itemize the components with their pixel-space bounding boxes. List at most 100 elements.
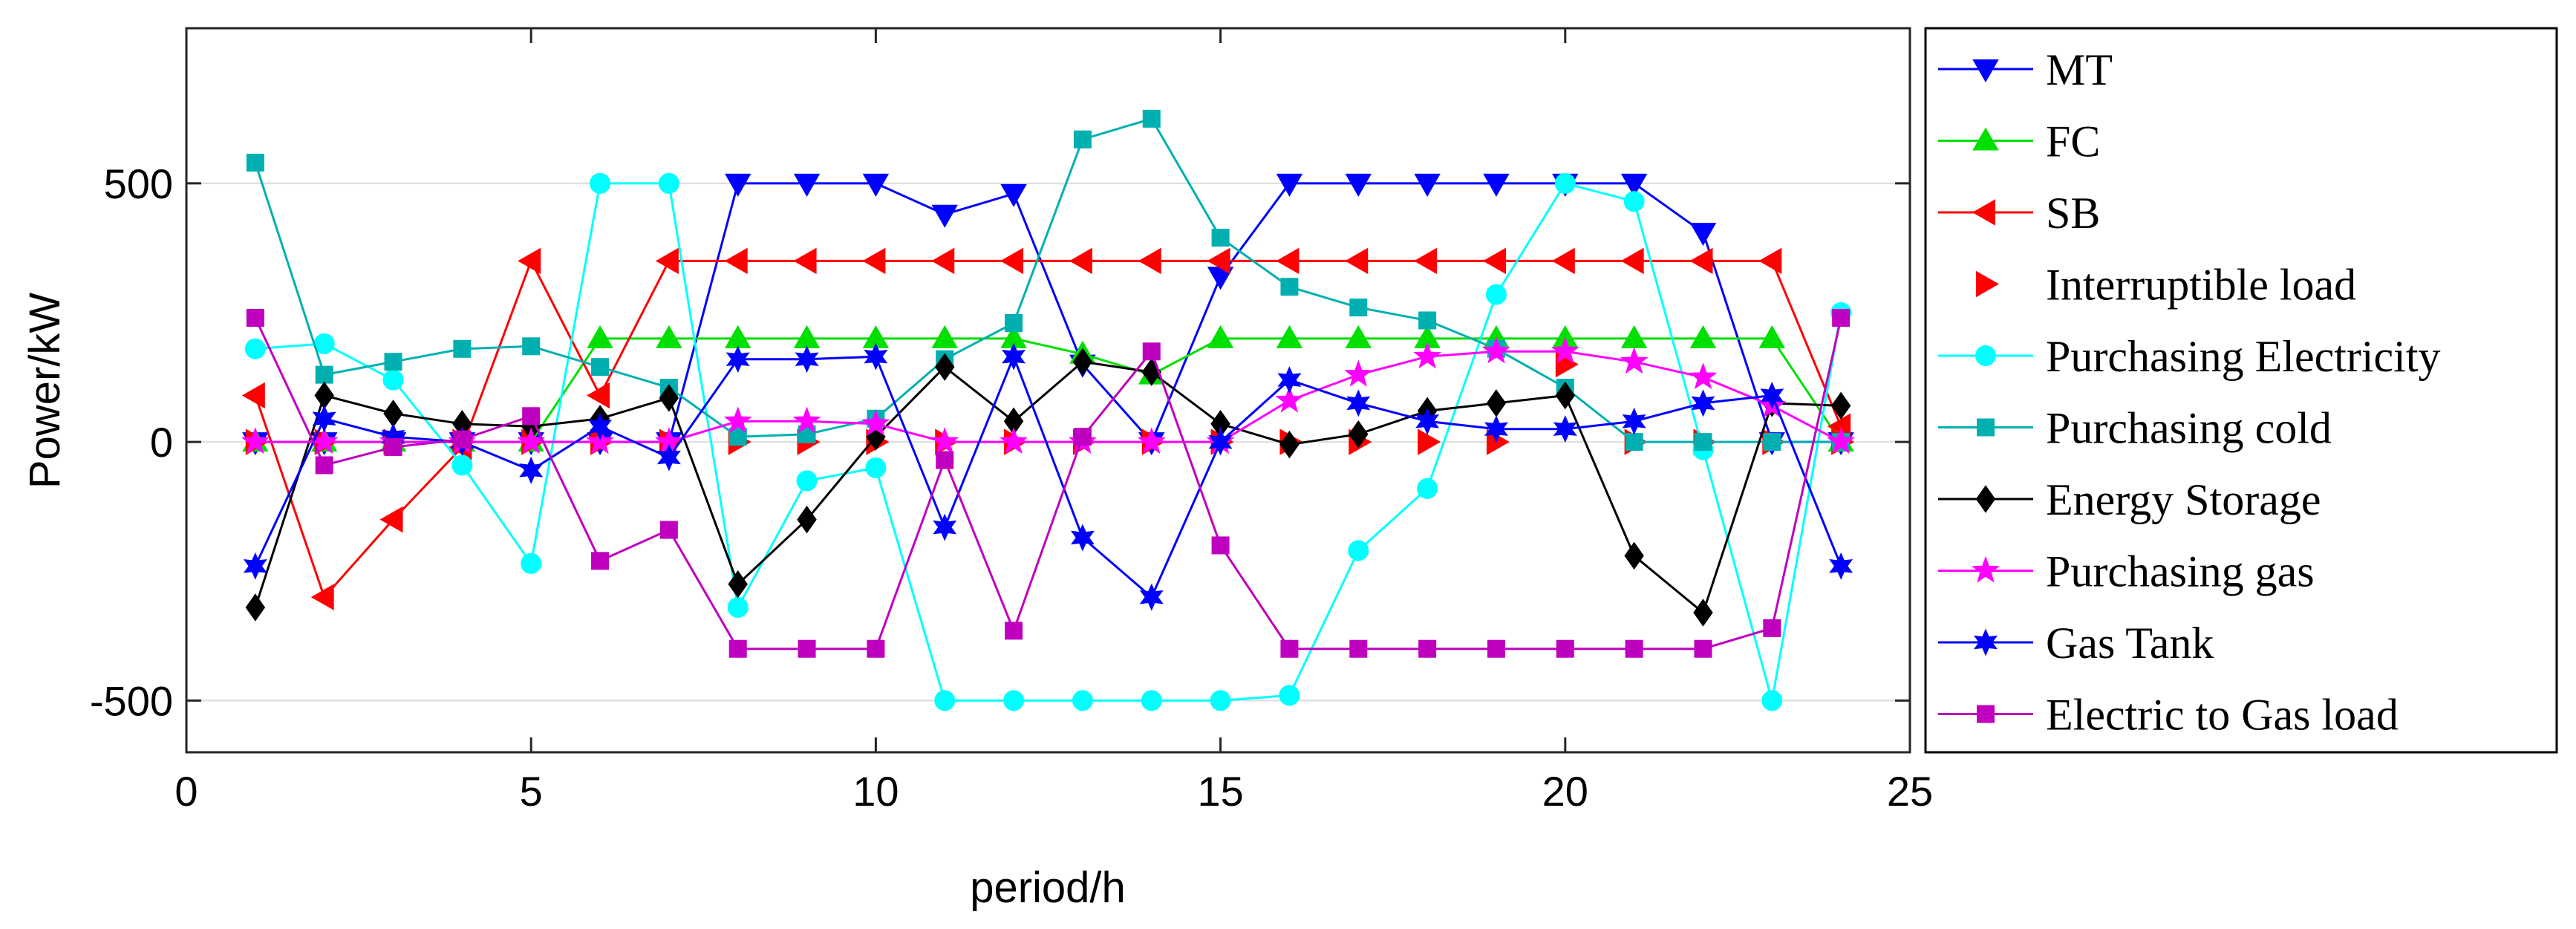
data-point-purchasing-electricity [934, 690, 956, 711]
series-purchasing-gas [241, 336, 1856, 454]
data-point-mt [1414, 173, 1441, 197]
data-point-electric-to-gas-load [591, 552, 610, 570]
data-point-electric-to-gas-load [315, 456, 333, 475]
data-point-purchasing-electricity [1279, 685, 1300, 706]
data-point-electric-to-gas-load [1418, 639, 1437, 658]
data-point-mt [1483, 173, 1510, 197]
legend-label: Electric to Gas load [2046, 691, 2399, 740]
data-point-gas-tank [1691, 389, 1715, 417]
data-point-sb [1000, 247, 1024, 275]
legend-item-fc: FC [1938, 117, 2100, 166]
data-point-sb [724, 247, 748, 275]
data-point-purchasing-cold [1280, 278, 1299, 296]
data-point-sb [241, 382, 265, 409]
legend-label: Purchasing gas [2046, 547, 2315, 596]
data-point-fc [724, 325, 751, 348]
y-tick-label: -500 [90, 677, 173, 724]
data-point-energy-storage [1072, 348, 1093, 376]
data-point-gas-tank [588, 412, 613, 440]
legend-marker [1972, 59, 1999, 83]
data-point-energy-storage [1830, 391, 1851, 420]
series-layer [241, 109, 1856, 711]
series-gas-tank [243, 342, 1853, 611]
data-point-purchasing-gas [1413, 342, 1442, 369]
data-point-sb [1414, 247, 1438, 275]
data-point-electric-to-gas-load [659, 521, 678, 539]
legend-label: Purchasing Electricity [2046, 332, 2441, 381]
legend-item-mt: MT [1938, 45, 2113, 94]
data-point-electric-to-gas-load [1487, 639, 1505, 658]
data-point-purchasing-gas [1827, 427, 1856, 454]
data-point-purchasing-cold [1694, 433, 1712, 452]
legend-item-purchasing-gas: Purchasing gas [1938, 547, 2315, 596]
data-point-mt [724, 173, 751, 197]
series-line-electric-to-gas-load [254, 317, 1842, 651]
data-point-purchasing-electricity [727, 597, 749, 618]
data-point-fc [1689, 325, 1717, 348]
data-point-gas-tank [1553, 415, 1577, 443]
data-point-gas-tank [864, 342, 888, 371]
legend-item-purchasing-electricity: Purchasing Electricity [1938, 332, 2441, 381]
data-point-electric-to-gas-load [936, 451, 954, 469]
data-point-purchasing-electricity [521, 552, 542, 574]
legend-item-interruptible-load: Interruptible load [1976, 261, 2356, 310]
x-tick-label: 25 [1887, 768, 1933, 815]
data-point-electric-to-gas-load [1763, 619, 1781, 637]
series-line-sb [254, 258, 1842, 600]
data-point-electric-to-gas-load [1005, 622, 1023, 640]
data-point-energy-storage [1624, 541, 1644, 570]
data-point-sb [310, 584, 334, 610]
data-point-sb [1345, 247, 1369, 275]
data-point-mt [862, 173, 890, 197]
data-point-fc [1276, 325, 1303, 348]
data-point-purchasing-gas [1551, 336, 1579, 364]
data-point-purchasing-cold [315, 365, 333, 384]
legend-marker [1972, 199, 1995, 226]
series-sb [241, 247, 1851, 610]
data-point-gas-tank [795, 345, 819, 374]
data-point-purchasing-electricity [1417, 477, 1438, 499]
data-point-energy-storage [1279, 430, 1300, 459]
series-electric-to-gas-load [246, 309, 1851, 658]
legend-marker [1972, 555, 2000, 583]
legend-marker [1977, 705, 1995, 723]
data-point-gas-tank [1346, 389, 1371, 417]
data-point-sb [379, 506, 403, 533]
data-point-gas-tank [1484, 415, 1508, 443]
data-point-sb [1551, 247, 1575, 275]
data-point-purchasing-gas [517, 427, 546, 454]
data-point-electric-to-gas-load [1556, 639, 1574, 658]
series-line-mt [255, 182, 1842, 444]
series-line-purchasing-gas [255, 350, 1842, 443]
data-point-sb [1689, 247, 1713, 275]
data-point-purchasing-cold [1005, 313, 1023, 332]
data-point-sb [655, 247, 679, 275]
data-point-energy-storage [659, 384, 679, 412]
data-point-sb [1620, 247, 1644, 275]
data-point-sb [862, 247, 886, 275]
data-point-mt [1345, 173, 1372, 197]
data-point-fc [1207, 325, 1234, 348]
data-point-purchasing-gas [586, 427, 614, 454]
data-point-purchasing-electricity [1141, 690, 1162, 711]
data-point-fc [931, 325, 958, 348]
data-point-sb [1138, 247, 1161, 275]
series-interruptible-load [245, 351, 1855, 455]
data-point-energy-storage [1555, 381, 1576, 410]
legend-item-sb: SB [1938, 189, 2100, 238]
legend-item-purchasing-cold: Purchasing cold [1938, 404, 2332, 453]
legend-marker [1977, 418, 1995, 437]
data-point-purchasing-cold [246, 154, 264, 172]
data-point-electric-to-gas-load [867, 639, 885, 658]
data-point-purchasing-gas [861, 408, 890, 436]
data-point-sb [793, 247, 817, 275]
data-point-energy-storage [728, 570, 748, 599]
data-point-fc [1620, 325, 1648, 348]
legend-marker [1976, 270, 2000, 298]
data-point-fc [1758, 325, 1786, 348]
legend-marker [1972, 127, 1999, 151]
legend-marker [1975, 345, 1996, 366]
data-point-electric-to-gas-load [453, 430, 472, 449]
